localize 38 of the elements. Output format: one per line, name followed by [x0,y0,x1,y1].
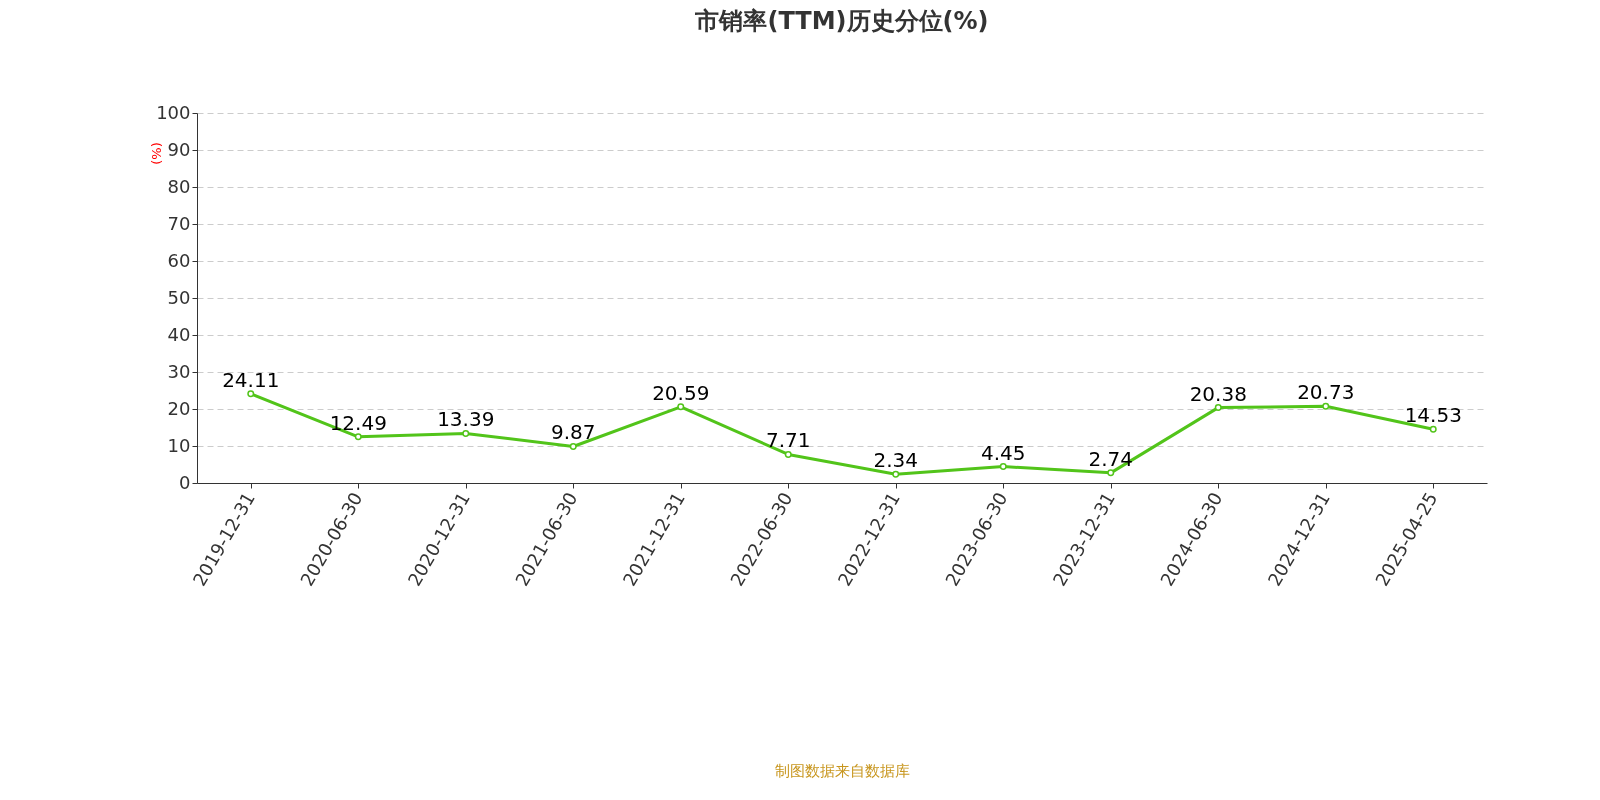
data-label: 12.49 [329,410,387,435]
y-tick-label: 100 [156,101,191,123]
y-tick-label: 40 [167,323,191,345]
data-label: 14.53 [1404,403,1462,428]
y-tick-label: 20 [167,397,191,419]
point [999,463,1007,471]
y-axis-title: (%) [149,142,165,165]
data-label: 9.87 [550,420,596,445]
chart-title: 市销率(TTM)历史分位(%) [694,7,989,35]
y-tick-label: 0 [179,471,191,493]
point [1429,425,1437,433]
y-tick-label: 10 [167,434,191,456]
point [784,450,792,458]
data-label: 20.38 [1189,381,1247,406]
data-label: 2.74 [1088,446,1134,471]
data-label: 20.59 [652,380,710,405]
y-tick-label: 50 [167,286,191,308]
data-label: 24.11 [222,367,280,392]
point [1214,404,1222,412]
data-label: 20.73 [1297,380,1355,405]
y-tick-label: 90 [167,138,191,160]
data-label: 2.34 [873,448,919,473]
point [354,433,362,441]
y-tick-label: 30 [167,360,191,382]
y-tick-label: 80 [167,175,191,197]
point [247,390,255,398]
point [569,443,577,450]
point [892,470,900,478]
point [1107,469,1115,477]
y-tick-label: 60 [167,249,191,271]
point [677,403,685,411]
data-label: 4.45 [980,440,1026,465]
data-label: 13.39 [437,407,495,432]
y-tick-label: 70 [167,212,191,234]
data-label: 7.71 [765,428,811,453]
point [462,429,470,437]
text: 制图数据来自数据库 [774,762,910,780]
point [1322,402,1330,410]
